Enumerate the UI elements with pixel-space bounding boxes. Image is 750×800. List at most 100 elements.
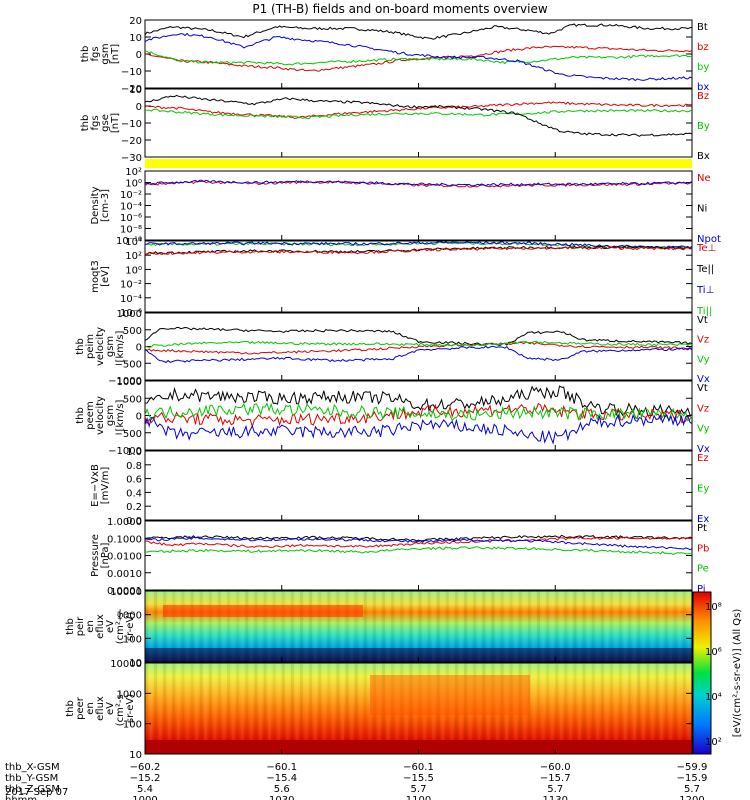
y-tick-label: 10⁰ — [125, 179, 142, 190]
spectrogram-streak — [404, 663, 408, 754]
spectrogram-streak — [628, 591, 632, 662]
legend-entry: Pb — [697, 543, 709, 554]
axis-row-value: −60.1 — [403, 762, 434, 773]
spectrogram-streak — [318, 591, 322, 662]
legend-entry: By — [697, 121, 710, 132]
spectrogram-streak — [628, 663, 632, 754]
axis-row-value: 5.4 — [137, 784, 153, 795]
legend-entry: Pt — [697, 523, 707, 534]
spectrogram-streak — [482, 591, 486, 662]
legend-entry: Ez — [697, 453, 709, 464]
spectrogram-streak — [263, 591, 267, 662]
spectrogram-streak — [167, 591, 171, 662]
y-tick-label: 0.0001 — [107, 586, 142, 597]
spectrogram-streak — [327, 663, 331, 754]
spectrogram-streak — [281, 663, 285, 754]
quality-flag-bar — [145, 159, 692, 168]
spectrogram-streak — [386, 663, 390, 754]
colorbar-tick: 10⁴ — [705, 692, 722, 703]
spectrogram-streak — [518, 663, 522, 754]
spectrogram-streak — [596, 591, 600, 662]
spectrogram-streak — [650, 663, 654, 754]
spectrogram-streak — [213, 663, 217, 754]
legend-entry: Vx — [697, 374, 710, 385]
spectrogram-streak — [687, 663, 691, 754]
spectrogram-streak — [199, 663, 203, 754]
spectrogram-streak — [208, 663, 212, 754]
spectrogram-streak — [473, 663, 477, 754]
spectrogram-streak — [186, 663, 190, 754]
axis-row-value: −60.2 — [130, 762, 161, 773]
y-tick-label: 0 — [136, 102, 142, 113]
y-tick-label: 10² — [125, 167, 142, 178]
spectrogram-streak — [632, 591, 636, 662]
spectrogram-streak — [678, 591, 682, 662]
legend-entry: Npot — [697, 234, 721, 245]
panel-10: 10000 1000 100 10 thbpeerenefluxeV(cm²-s-sr-… — [65, 659, 693, 761]
axis-row-value: −60.0 — [540, 762, 571, 773]
spectrogram-streak — [514, 591, 518, 662]
spectrogram-streak — [495, 591, 499, 662]
spectrogram-streak — [227, 591, 231, 662]
colorbar-tick: 10² — [705, 737, 722, 748]
spectrogram-streak — [227, 663, 231, 754]
spectrogram-streak — [682, 591, 686, 662]
panel-4: 10⁴ 10² 10⁰ 10⁻² 10⁻⁴ 10⁻⁶ moqt3[eV] Te⊥ Te|| Ti⊥… — [90, 237, 716, 319]
legend-entry: Bz — [697, 91, 709, 102]
y-axis-label: thbfgsgse[nT] — [80, 113, 121, 133]
spectrogram-streak — [391, 591, 395, 662]
spectrogram-streak — [231, 663, 235, 754]
spectrogram-streak — [217, 591, 221, 662]
spectrogram-streak — [286, 663, 290, 754]
spectrogram-streak — [400, 663, 404, 754]
spectrogram-streak — [382, 663, 386, 754]
colorbar: 10⁸ 10⁶ 10⁴ 10² [eV/(cm²-s-sr-eV)] (All Qs) — [692, 591, 743, 755]
series-line-Vt — [144, 385, 693, 417]
spectrogram-streak — [409, 663, 413, 754]
series-line-Te|| — [144, 245, 693, 255]
spectrogram-streak — [149, 591, 153, 662]
spectrogram-streak — [619, 663, 623, 754]
spectrogram-streak — [573, 663, 577, 754]
spectrogram-streak — [372, 663, 376, 754]
spectrogram-streak — [172, 663, 176, 754]
spectrogram-streak — [555, 663, 559, 754]
spectrogram-streak — [523, 663, 527, 754]
series-line-Ti⊥ — [145, 240, 693, 249]
spectrogram-streak — [532, 591, 536, 662]
spectrogram-streak — [537, 591, 541, 662]
spectrogram-streak — [158, 591, 162, 662]
y-tick-label: 1.0 — [126, 447, 142, 458]
spectrogram-streak — [204, 663, 208, 754]
spectrogram-streak — [350, 591, 354, 662]
y-axis-label: thbpeemvelocitygsm[km/s] — [75, 396, 126, 435]
y-tick-label: −1000 — [108, 446, 142, 457]
y-tick-label: 0.4 — [126, 488, 142, 499]
legend-entry: bx — [697, 82, 709, 93]
spectrogram-streak — [195, 591, 199, 662]
spectrogram-streak — [646, 663, 650, 754]
spectrogram-streak — [263, 663, 267, 754]
spectrogram-streak — [154, 591, 158, 662]
spectrogram-streak — [377, 591, 381, 662]
spectrogram-streak — [245, 663, 249, 754]
spectrogram-streak — [641, 591, 645, 662]
spectrogram-streak — [600, 663, 604, 754]
spectrogram-streak — [555, 591, 559, 662]
axis-row-label: hhmm — [5, 795, 37, 800]
axis-row-value: −15.9 — [677, 773, 708, 784]
spectrogram-streak — [591, 663, 595, 754]
series-line-Vz — [144, 402, 693, 428]
spectrogram-streak — [240, 663, 244, 754]
axis-row-value: 5.7 — [411, 784, 427, 795]
spectrogram-streak — [623, 591, 627, 662]
spectrogram-streak — [445, 591, 449, 662]
spectrogram-streak — [532, 663, 536, 754]
series-line-Pb — [144, 536, 693, 549]
y-axis-label: Density[cm-3] — [90, 186, 111, 224]
axis-row-value: −15.5 — [403, 773, 434, 784]
panel-9: 10000 1000 100 10 thbpeirenefluxeV(cm²-s-sr-… — [65, 587, 693, 669]
y-tick-label: 100 — [123, 634, 142, 645]
spectrogram-streak — [313, 591, 317, 662]
spectrogram-streak — [331, 591, 335, 662]
